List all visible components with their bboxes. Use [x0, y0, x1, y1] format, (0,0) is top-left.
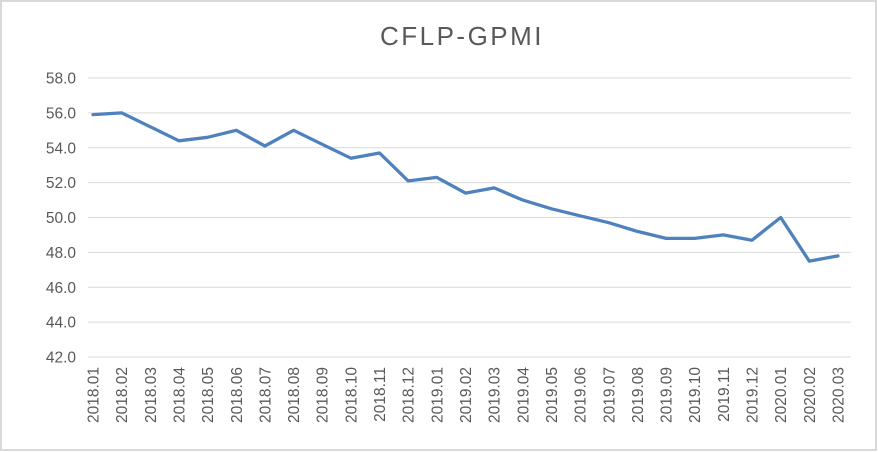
y-tick-label: 50.0 — [46, 210, 77, 227]
x-tick-label: 2019.12 — [745, 367, 762, 423]
x-tick-label: 2018.05 — [200, 367, 217, 423]
x-tick-label: 2019.02 — [458, 367, 475, 423]
x-tick-label: 2020.02 — [802, 367, 819, 423]
x-tick-label: 2020.01 — [773, 367, 790, 423]
y-tick-label: 44.0 — [46, 315, 77, 332]
x-tick-label: 2018.11 — [372, 367, 389, 422]
y-tick-label: 52.0 — [46, 175, 77, 192]
x-tick-label: 2018.02 — [114, 367, 131, 423]
x-tick-label: 2018.07 — [257, 367, 274, 423]
x-tick-label: 2019.09 — [659, 367, 676, 423]
x-tick-label: 2019.04 — [515, 367, 532, 423]
x-tick-label: 2018.04 — [171, 367, 188, 423]
x-tick-label: 2019.06 — [573, 367, 590, 423]
x-tick-label: 2019.11 — [716, 367, 733, 422]
y-tick-label: 48.0 — [46, 245, 77, 262]
x-tick-label: 2018.12 — [401, 367, 418, 423]
y-tick-label: 54.0 — [46, 140, 77, 157]
x-tick-label: 2018.01 — [86, 367, 103, 423]
x-tick-label: 2018.03 — [143, 367, 160, 423]
data-series-line — [91, 111, 840, 263]
x-tick-label: 2019.07 — [601, 367, 618, 423]
x-tick-label: 2019.08 — [630, 367, 647, 423]
gridlines — [88, 77, 851, 358]
x-tick-label: 2019.01 — [429, 367, 446, 423]
y-tick-label: 42.0 — [46, 350, 77, 367]
chart-title: CFLP-GPMI — [380, 21, 544, 51]
y-axis-labels: 58.0 56.0 54.0 52.0 50.0 48.0 46.0 44.0 42.0 — [46, 71, 77, 367]
x-tick-label: 2020.03 — [831, 367, 848, 423]
x-tick-label: 2019.10 — [687, 367, 704, 423]
x-axis-labels: 2018.01 2018.02 2018.03 2018.04 2018.05 2018.… — [86, 367, 848, 423]
x-tick-label: 2018.09 — [315, 367, 332, 423]
x-tick-label: 2019.05 — [544, 367, 561, 423]
y-tick-label: 56.0 — [46, 105, 77, 122]
x-tick-label: 2018.06 — [229, 367, 246, 423]
x-tick-label: 2019.03 — [487, 367, 504, 423]
y-tick-label: 46.0 — [46, 280, 77, 297]
x-tick-label: 2018.08 — [286, 367, 303, 423]
x-tick-label: 2018.10 — [343, 367, 360, 423]
y-tick-label: 58.0 — [46, 71, 77, 88]
